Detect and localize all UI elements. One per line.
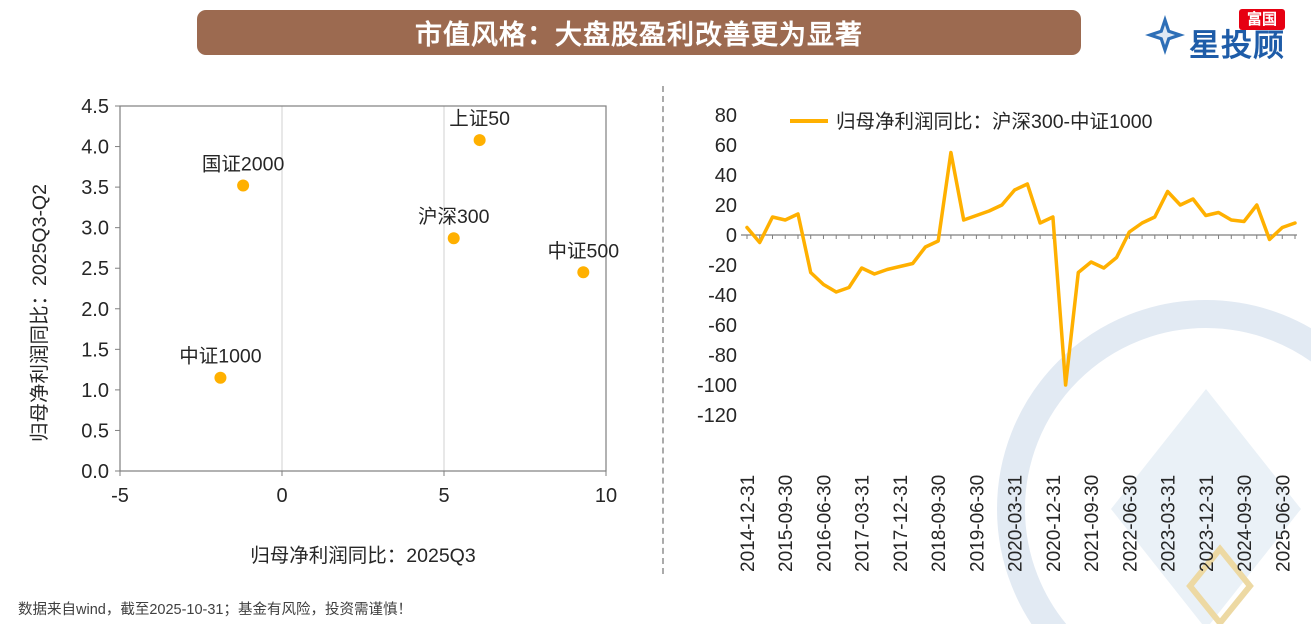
- svg-text:4.0: 4.0: [81, 137, 109, 159]
- svg-text:国证2000: 国证2000: [202, 153, 285, 175]
- svg-text:2017-03-31: 2017-03-31: [853, 475, 874, 572]
- section-divider: [662, 86, 664, 574]
- watermark-ring-icon: [997, 300, 1311, 624]
- svg-text:5: 5: [438, 485, 449, 507]
- svg-text:归母净利润同比：沪深300-中证1000: 归母净利润同比：沪深300-中证1000: [836, 111, 1153, 133]
- brand-text-block: 富国 星投顾: [1189, 8, 1285, 63]
- watermark-logo: [997, 300, 1311, 624]
- svg-text:80: 80: [715, 105, 737, 127]
- svg-text:2023-03-31: 2023-03-31: [1159, 475, 1180, 572]
- brand-name: 星投顾: [1189, 27, 1285, 63]
- svg-text:沪深300: 沪深300: [418, 206, 490, 228]
- svg-text:2022-06-30: 2022-06-30: [1120, 475, 1141, 572]
- svg-text:1.5: 1.5: [81, 339, 109, 361]
- svg-text:中证500: 中证500: [548, 240, 620, 262]
- svg-text:上证50: 上证50: [449, 108, 510, 130]
- svg-text:-60: -60: [708, 315, 737, 337]
- svg-text:10: 10: [595, 485, 617, 507]
- svg-text:2019-06-30: 2019-06-30: [967, 475, 988, 572]
- brand-logo: 富国 星投顾: [1143, 6, 1303, 64]
- svg-text:2017-12-31: 2017-12-31: [891, 475, 912, 572]
- svg-text:0: 0: [276, 485, 287, 507]
- svg-text:40: 40: [715, 165, 737, 187]
- svg-text:-5: -5: [111, 485, 129, 507]
- svg-text:20: 20: [715, 195, 737, 217]
- svg-text:-120: -120: [697, 405, 737, 427]
- svg-text:中证1000: 中证1000: [179, 346, 262, 368]
- svg-text:2014-12-31: 2014-12-31: [738, 475, 759, 572]
- svg-text:2023-12-31: 2023-12-31: [1197, 475, 1218, 572]
- svg-text:2021-09-30: 2021-09-30: [1082, 475, 1103, 572]
- watermark-diamond-icon: [1111, 389, 1301, 624]
- svg-text:2.5: 2.5: [81, 258, 109, 280]
- svg-text:-100: -100: [697, 375, 737, 397]
- svg-text:2020-12-31: 2020-12-31: [1044, 475, 1065, 572]
- brand-badge: 富国: [1238, 8, 1285, 30]
- svg-text:归母净利润同比：2025Q3-Q2: 归母净利润同比：2025Q3-Q2: [29, 184, 51, 442]
- svg-text:-80: -80: [708, 345, 737, 367]
- disclaimer-text: 数据来自wind，截至2025-10-31；基金有风险，投资需谨慎！: [18, 602, 412, 618]
- svg-text:3.5: 3.5: [81, 177, 109, 199]
- svg-text:2016-06-30: 2016-06-30: [814, 475, 835, 572]
- page-title: 市值风格：大盘股盈利改善更为显著: [415, 20, 863, 50]
- svg-text:0.0: 0.0: [81, 461, 109, 483]
- svg-text:2024-09-30: 2024-09-30: [1235, 475, 1256, 572]
- star-icon: [1145, 15, 1185, 55]
- svg-text:0: 0: [726, 225, 737, 247]
- svg-text:4.5: 4.5: [81, 96, 109, 118]
- svg-text:2018-09-30: 2018-09-30: [929, 475, 950, 572]
- svg-text:-20: -20: [708, 255, 737, 277]
- svg-text:-40: -40: [708, 285, 737, 307]
- scatter-chart: 0.0 0.5 1.0 1.5 2.0 2.5 3.0 3.5 4.0 4.5 -5 0 5 10 国证20…: [29, 96, 620, 567]
- svg-text:1.0: 1.0: [81, 380, 109, 402]
- svg-text:2015-09-30: 2015-09-30: [776, 475, 797, 572]
- svg-text:3.0: 3.0: [81, 218, 109, 240]
- svg-text:2025-06-30: 2025-06-30: [1273, 475, 1294, 572]
- svg-text:2.0: 2.0: [81, 299, 109, 321]
- svg-text:0.5: 0.5: [81, 420, 109, 442]
- svg-text:归母净利润同比：2025Q3: 归母净利润同比：2025Q3: [250, 545, 475, 567]
- svg-text:2020-03-31: 2020-03-31: [1006, 475, 1027, 572]
- svg-text:60: 60: [715, 135, 737, 157]
- title-bar: 市值风格：大盘股盈利改善更为显著: [197, 10, 1081, 55]
- line-chart: 80 60 40 20 0 -20 -40 -60 -80 -100 -120 2014-12-31 2…: [697, 105, 1297, 572]
- watermark-gold-diamond-icon: [1186, 544, 1254, 624]
